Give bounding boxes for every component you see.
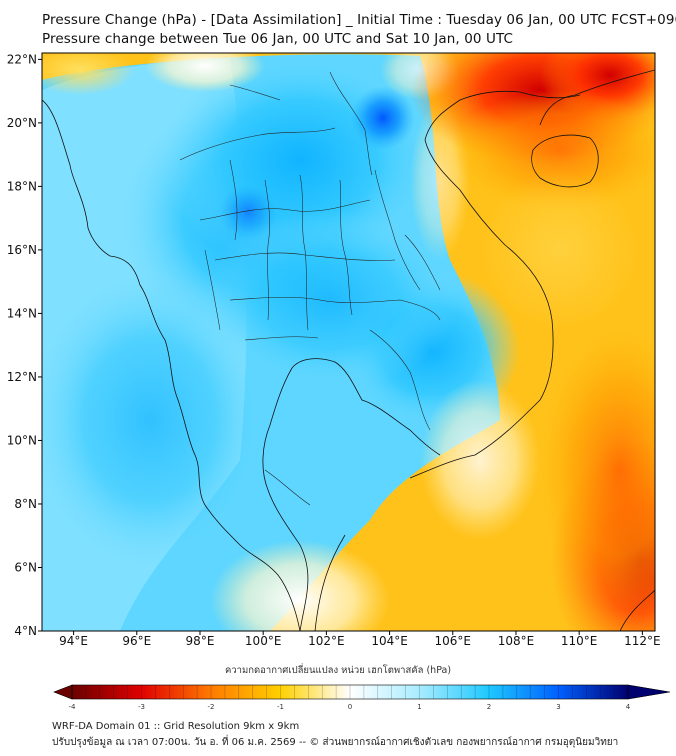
- colorbar: -4 -3 -2 -1 0 1 2 3 4: [53, 684, 671, 711]
- lon-tick-label: 96°E: [122, 634, 151, 648]
- plot-frame: [41, 52, 656, 632]
- coastlines: [42, 69, 655, 631]
- lon-tick-label: 102°E: [308, 634, 345, 648]
- colorbar-tick-label: -2: [208, 703, 215, 711]
- lat-tick-label: 20°N: [7, 116, 37, 130]
- lat-tick-label: 10°N: [7, 433, 37, 447]
- lat-tick-label: 14°N: [7, 306, 37, 320]
- lon-tick-label: 98°E: [186, 634, 215, 648]
- lon-tick-label: 112°E: [624, 634, 661, 648]
- lat-tick-label: 12°N: [7, 370, 37, 384]
- colorbar-tick-label: 0: [348, 703, 352, 711]
- lon-tick-label: 104°E: [371, 634, 408, 648]
- admin-borders: [179, 71, 441, 506]
- colorbar-tick-label: 1: [417, 703, 421, 711]
- credit-line: ปรับปรุงข้อมูล ณ เวลา 07:00น. วัน อ. ที่…: [52, 737, 619, 748]
- lat-tick-label: 6°N: [14, 560, 37, 574]
- colorbar-tick-label: 2: [487, 703, 491, 711]
- chart-title: Pressure Change (hPa) - [Data Assimilati…: [42, 12, 676, 28]
- lat-tick-label: 16°N: [7, 243, 37, 257]
- lon-tick-label: 100°E: [245, 634, 282, 648]
- colorbar-tick-label: 3: [556, 703, 560, 711]
- lat-tick-label: 8°N: [14, 497, 37, 511]
- lat-tick-label: 18°N: [7, 179, 37, 193]
- model-info: WRF-DA Domain 01 :: Grid Resolution 9km …: [52, 721, 300, 732]
- colorbar-label: ความกดอากาศเปลี่ยนแปลง หน่วย เฮกโตพาสคัล…: [224, 665, 452, 676]
- colorbar-tick-label: -4: [69, 703, 77, 711]
- chart-subtitle: Pressure change between Tue 06 Jan, 00 U…: [42, 31, 514, 47]
- colorbar-tick-label: -3: [138, 703, 145, 711]
- lat-tick-label: 22°N: [7, 52, 37, 66]
- pressure-field: [42, 53, 655, 631]
- longitude-axis: 94°E 96°E 98°E 100°E 102°E 104°E 106°E 108°E 110…: [59, 631, 661, 648]
- lon-tick-label: 94°E: [59, 634, 88, 648]
- lon-tick-label: 108°E: [498, 634, 535, 648]
- colorbar-tick-label: -1: [277, 703, 284, 711]
- colorbar-tick-label: 4: [626, 703, 631, 711]
- lon-tick-label: 110°E: [561, 634, 598, 648]
- lat-tick-label: 4°N: [14, 624, 37, 638]
- lon-tick-label: 106°E: [435, 634, 472, 648]
- latitude-axis: 22°N 20°N 18°N 16°N 14°N 12°N 10°N 8°N 6°N 4°N: [7, 52, 42, 638]
